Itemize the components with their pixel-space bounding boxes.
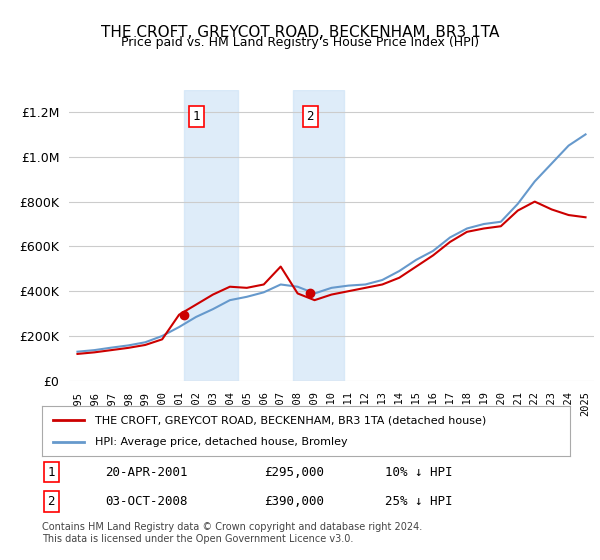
Text: Price paid vs. HM Land Registry's House Price Index (HPI): Price paid vs. HM Land Registry's House … <box>121 36 479 49</box>
Text: 03-OCT-2008: 03-OCT-2008 <box>106 495 188 508</box>
Text: THE CROFT, GREYCOT ROAD, BECKENHAM, BR3 1TA: THE CROFT, GREYCOT ROAD, BECKENHAM, BR3 … <box>101 25 499 40</box>
Text: 1: 1 <box>47 465 55 479</box>
Text: 1: 1 <box>192 110 200 123</box>
Text: £390,000: £390,000 <box>264 495 324 508</box>
Bar <box>184 90 238 381</box>
Text: £295,000: £295,000 <box>264 465 324 479</box>
Text: 2: 2 <box>307 110 314 123</box>
Text: Contains HM Land Registry data © Crown copyright and database right 2024.
This d: Contains HM Land Registry data © Crown c… <box>42 522 422 544</box>
Text: THE CROFT, GREYCOT ROAD, BECKENHAM, BR3 1TA (detached house): THE CROFT, GREYCOT ROAD, BECKENHAM, BR3 … <box>95 415 486 425</box>
Text: HPI: Average price, detached house, Bromley: HPI: Average price, detached house, Brom… <box>95 437 347 447</box>
Text: 20-APR-2001: 20-APR-2001 <box>106 465 188 479</box>
Text: 10% ↓ HPI: 10% ↓ HPI <box>385 465 453 479</box>
Bar <box>293 90 344 381</box>
Text: 2: 2 <box>47 495 55 508</box>
Text: 25% ↓ HPI: 25% ↓ HPI <box>385 495 453 508</box>
